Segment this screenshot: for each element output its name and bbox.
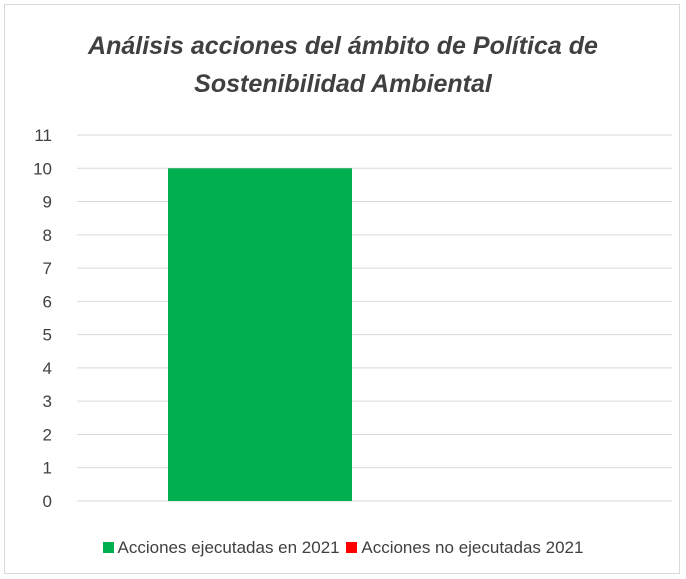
legend: Acciones ejecutadas en 2021 Acciones no … <box>0 538 686 558</box>
legend-swatch-not-executed <box>346 542 358 553</box>
y-tick-label: 11 <box>34 126 52 145</box>
y-tick-label: 5 <box>43 326 52 345</box>
legend-item-not-executed: Acciones no ejecutadas 2021 <box>346 538 583 558</box>
chart-title-line-2: Sostenibilidad Ambiental <box>194 70 492 98</box>
y-tick-label: 3 <box>43 392 52 411</box>
chart-title-line-1: Análisis acciones del ámbito de Política… <box>88 32 598 60</box>
y-tick-label: 10 <box>33 159 52 178</box>
gridlines <box>77 134 672 502</box>
legend-label-not-executed: Acciones no ejecutadas 2021 <box>361 538 584 557</box>
y-tick-label: 2 <box>43 425 52 444</box>
y-tick-label: 9 <box>43 193 52 212</box>
bar-executed <box>168 168 352 502</box>
y-axis-ticks: 0 1 2 3 4 5 6 7 8 9 10 11 <box>33 126 52 511</box>
y-tick-label: 4 <box>43 359 52 378</box>
legend-swatch-executed <box>102 542 114 553</box>
y-tick-label: 0 <box>43 492 52 511</box>
bars <box>168 168 352 502</box>
y-tick-label: 7 <box>43 259 52 278</box>
chart-title: Análisis acciones del ámbito de Política… <box>5 27 681 103</box>
y-tick-label: 6 <box>43 292 52 311</box>
legend-label-executed: Acciones ejecutadas en 2021 <box>117 538 340 557</box>
y-tick-label: 1 <box>43 459 52 478</box>
y-tick-label: 8 <box>43 226 52 245</box>
legend-item-executed: Acciones ejecutadas en 2021 <box>102 538 340 558</box>
